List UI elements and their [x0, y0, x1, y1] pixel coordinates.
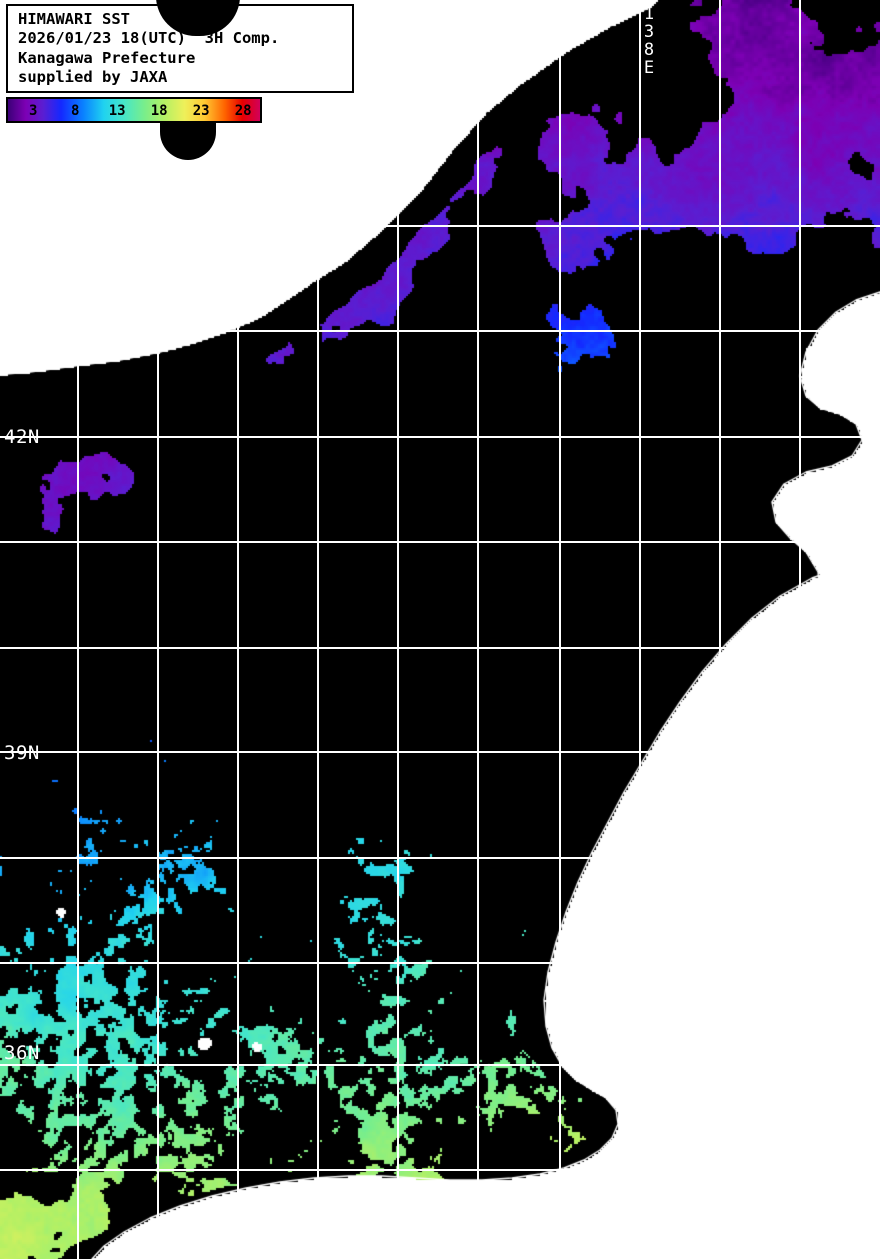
colorbar-tick-3: 3: [28, 103, 38, 119]
colorbar-frame: 3 8 13 18 23 28: [6, 97, 262, 123]
title-line-source: supplied by JAXA: [18, 68, 168, 87]
colorbar-tick-23: 23: [192, 103, 210, 119]
colorbar-tick-18: 18: [150, 103, 168, 119]
colorbar-tick-28: 28: [234, 103, 252, 119]
title-line-region: Kanagawa Prefecture: [18, 48, 196, 67]
colorbar-gradient: [8, 99, 260, 121]
title-info-box: HIMAWARI SST 2026/01/23 18(UTC) 3H Comp.…: [6, 4, 354, 93]
title-line-datetime: 2026/01/23 18(UTC) 3H Comp.: [18, 29, 280, 48]
colorbar-tick-8: 8: [70, 103, 80, 119]
colorbar-tick-13: 13: [108, 103, 126, 119]
title-line-product: HIMAWARI SST: [18, 10, 130, 28]
temperature-colorbar: 3 8 13 18 23 28: [6, 97, 262, 123]
